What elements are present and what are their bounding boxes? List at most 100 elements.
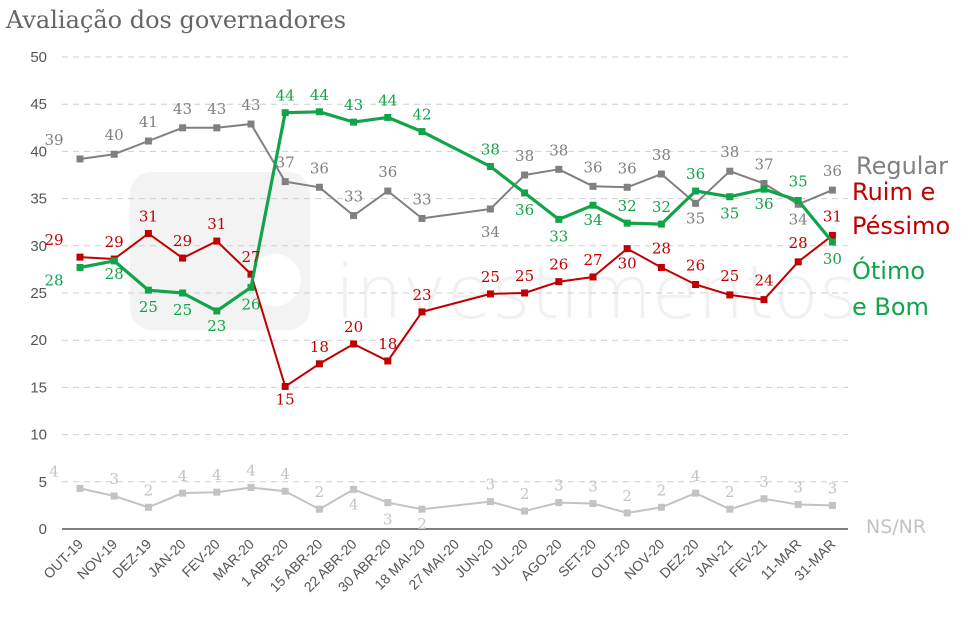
data-point bbox=[828, 231, 836, 239]
data-label: 30 bbox=[618, 255, 637, 273]
data-point bbox=[110, 150, 118, 158]
data-point bbox=[179, 124, 187, 132]
data-label: 41 bbox=[139, 113, 158, 131]
data-point bbox=[589, 201, 597, 209]
chart-title: Avaliação dos governadores bbox=[5, 6, 346, 34]
y-tick-label-45: 45 bbox=[30, 96, 47, 113]
data-point bbox=[726, 291, 734, 299]
data-label: 25 bbox=[515, 267, 534, 285]
data-label: 4 bbox=[349, 495, 359, 513]
data-label: 35 bbox=[789, 172, 808, 190]
data-point bbox=[486, 498, 494, 506]
data-point bbox=[281, 487, 289, 495]
watermark: investimentos bbox=[130, 172, 857, 336]
data-point bbox=[110, 257, 118, 265]
data-point bbox=[726, 505, 734, 513]
data-point bbox=[521, 507, 529, 515]
data-point bbox=[247, 270, 255, 278]
legend-label: Regular bbox=[856, 152, 948, 180]
data-point bbox=[213, 237, 221, 245]
data-point bbox=[281, 109, 289, 117]
data-label: 33 bbox=[549, 227, 568, 245]
data-label: 3 bbox=[588, 478, 598, 496]
data-point bbox=[589, 273, 597, 281]
data-point bbox=[657, 170, 665, 178]
data-label: 30 bbox=[823, 250, 842, 268]
data-label: 36 bbox=[310, 159, 329, 177]
data-point bbox=[726, 167, 734, 175]
series-regular bbox=[76, 120, 836, 222]
data-label: 25 bbox=[139, 298, 158, 316]
data-point bbox=[657, 264, 665, 272]
data-label: 37 bbox=[754, 155, 773, 173]
y-tick-label-35: 35 bbox=[30, 191, 47, 208]
data-label: 36 bbox=[686, 165, 705, 183]
data-label: 23 bbox=[412, 286, 431, 304]
data-label: 34 bbox=[789, 210, 808, 228]
data-point bbox=[247, 120, 255, 128]
data-point bbox=[692, 187, 700, 195]
y-tick-label-50: 50 bbox=[30, 49, 47, 66]
data-point bbox=[692, 489, 700, 497]
data-point bbox=[418, 505, 426, 513]
legend-label: NS/NR bbox=[866, 516, 926, 538]
data-point bbox=[623, 219, 631, 227]
data-label: 36 bbox=[754, 195, 773, 213]
data-point bbox=[76, 155, 84, 163]
data-label: 31 bbox=[207, 215, 226, 233]
data-label: 28 bbox=[789, 234, 808, 252]
y-tick-label-30: 30 bbox=[30, 238, 47, 255]
series-line bbox=[79, 123, 833, 220]
data-label: 4 bbox=[246, 461, 256, 479]
data-label: 36 bbox=[378, 163, 397, 181]
data-point bbox=[110, 492, 118, 500]
data-point bbox=[384, 357, 392, 365]
data-point bbox=[623, 509, 631, 517]
data-label: 3 bbox=[486, 476, 496, 494]
data-point bbox=[828, 501, 836, 509]
data-point bbox=[657, 220, 665, 228]
data-label: 38 bbox=[720, 143, 739, 161]
data-point bbox=[418, 214, 426, 222]
data-label: 18 bbox=[378, 335, 397, 353]
data-point bbox=[589, 500, 597, 508]
data-point bbox=[726, 193, 734, 201]
data-label: 44 bbox=[310, 86, 329, 104]
y-tick-label-0: 0 bbox=[39, 521, 47, 538]
data-point bbox=[760, 179, 768, 187]
data-label: 42 bbox=[412, 106, 431, 124]
data-label: 34 bbox=[583, 211, 602, 229]
series-line bbox=[79, 232, 834, 388]
data-point bbox=[555, 215, 563, 223]
y-tick-label-5: 5 bbox=[39, 474, 47, 491]
data-label: 37 bbox=[276, 154, 295, 172]
data-label: 26 bbox=[686, 257, 705, 275]
data-label: 24 bbox=[754, 272, 773, 290]
data-point bbox=[692, 199, 700, 207]
data-label: 28 bbox=[44, 272, 63, 290]
data-label: 2 bbox=[315, 483, 325, 501]
series-group bbox=[76, 108, 836, 517]
data-label: 2 bbox=[657, 481, 667, 499]
data-label: 36 bbox=[583, 158, 602, 176]
data-label: 43 bbox=[344, 96, 363, 114]
data-label: 38 bbox=[481, 141, 500, 159]
data-label: 43 bbox=[173, 100, 192, 118]
data-point bbox=[486, 205, 494, 213]
x-tick-label: DEZ-20 bbox=[656, 536, 702, 582]
data-label: 27 bbox=[583, 251, 602, 269]
data-label: 32 bbox=[652, 198, 671, 216]
y-tick-label-20: 20 bbox=[30, 332, 47, 349]
data-label: 44 bbox=[378, 91, 397, 109]
data-label: 4 bbox=[178, 467, 188, 485]
data-point bbox=[315, 183, 323, 191]
data-label: 2 bbox=[417, 515, 427, 533]
data-point bbox=[418, 308, 426, 316]
data-point bbox=[794, 500, 802, 508]
data-label: 25 bbox=[720, 267, 739, 285]
data-label: 29 bbox=[105, 233, 124, 251]
data-point bbox=[418, 128, 426, 136]
data-point bbox=[521, 189, 529, 197]
data-point bbox=[384, 187, 392, 195]
